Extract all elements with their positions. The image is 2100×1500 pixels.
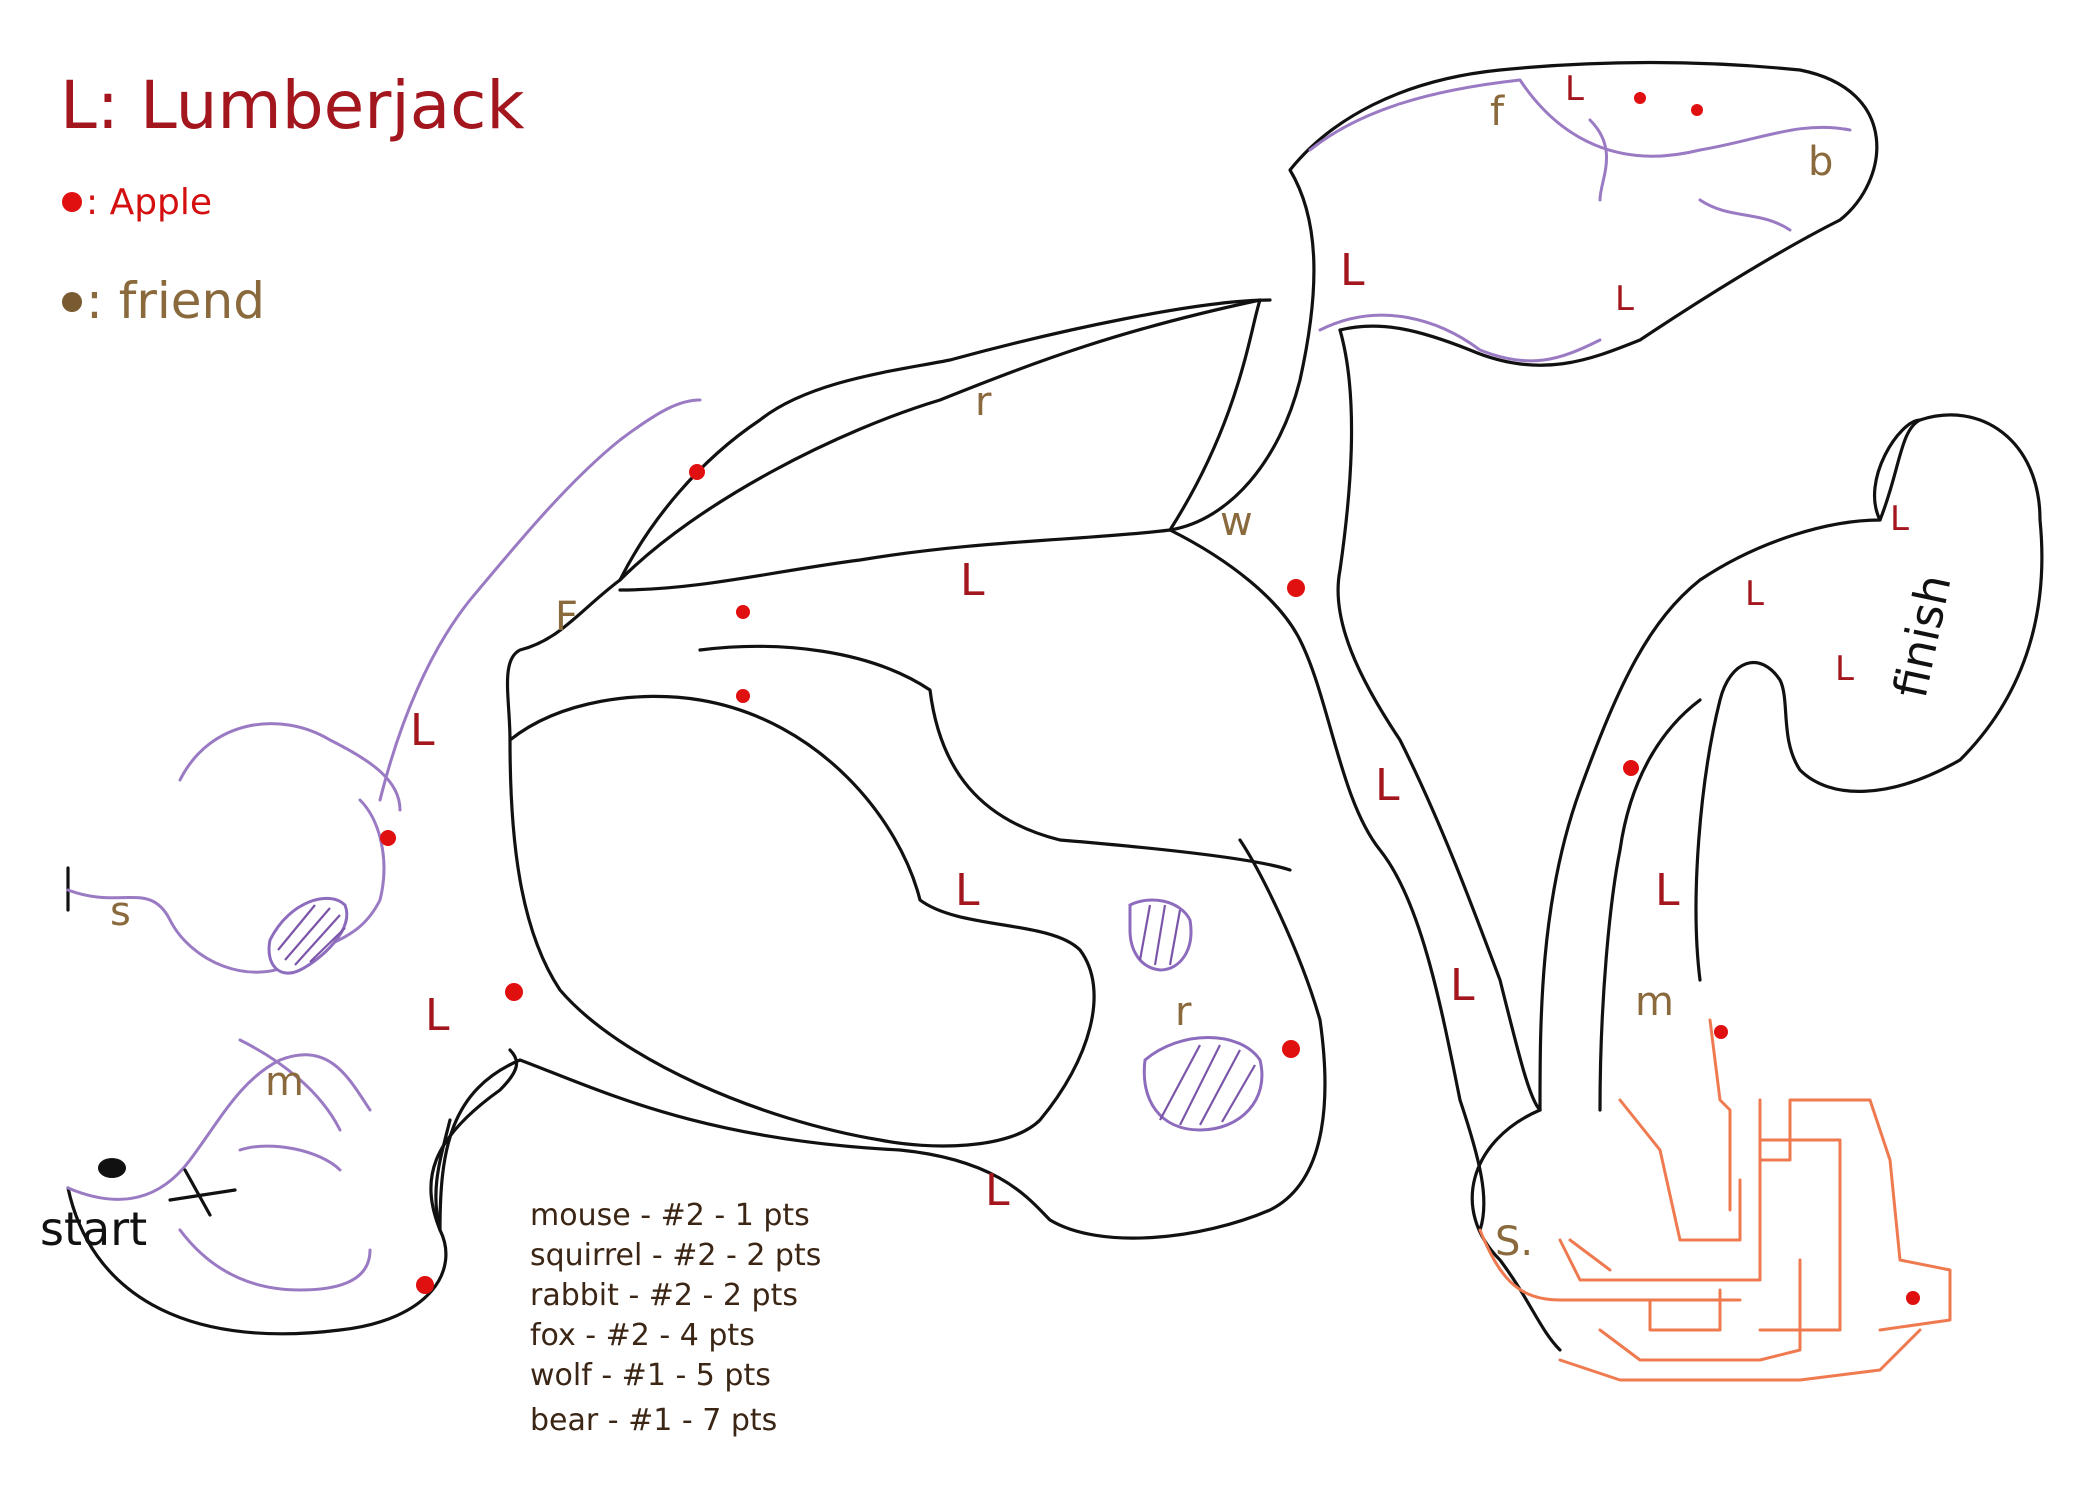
legend-apple-icon (62, 192, 82, 212)
score-mouse: mouse - #2 - 1 pts (530, 1198, 810, 1233)
lumberjack-5: L (985, 1165, 1010, 1216)
start-label: start (40, 1202, 147, 1256)
score-bear: bear - #1 - 7 pts (530, 1403, 777, 1438)
friend-squirrel: s (110, 889, 131, 935)
friend-fox-left: F (555, 594, 578, 640)
apple-icon (1282, 1040, 1300, 1058)
trail-outlines (66, 60, 2044, 1352)
legend-friend-icon (62, 292, 82, 312)
apple-icon (416, 1276, 434, 1294)
apple-icon (736, 605, 750, 619)
start-hole-icon (98, 1158, 126, 1178)
lumberjack-1: L (410, 705, 435, 756)
apple-icon (1906, 1291, 1920, 1305)
lumberjack-2: L (425, 990, 450, 1041)
score-squirrel: squirrel - #2 - 2 pts (530, 1238, 821, 1273)
lumberjack-14: L (1890, 499, 1909, 539)
purple-trails (66, 78, 1852, 1292)
apple-icon (380, 830, 396, 846)
score-fox: fox - #2 - 4 pts (530, 1318, 755, 1353)
legend-lumberjack: L: Lumberjack (60, 67, 525, 144)
score-wolf: wolf - #1 - 5 pts (530, 1358, 771, 1393)
lumberjack-4: L (955, 865, 980, 916)
lumberjack-12: L (1745, 574, 1764, 614)
apples (380, 92, 1920, 1305)
lumberjack-6: L (1340, 245, 1365, 296)
orange-maze (1478, 1018, 1952, 1382)
lumberjacks: L L L L L L L L L L L L L L (410, 69, 1909, 1216)
apple-icon (1691, 104, 1703, 116)
friend-mouse-left: m (265, 1059, 304, 1105)
lumberjack-11: L (1655, 865, 1680, 916)
lumberjack-8: L (1450, 960, 1475, 1011)
friend-rabbit-top: r (975, 379, 992, 425)
friend-rabbit-right: r (1175, 989, 1192, 1035)
friend-mouse-right: m (1635, 979, 1674, 1025)
lumberjack-3: L (960, 555, 985, 606)
apple-icon (1623, 760, 1639, 776)
hatched-obstacles (267, 896, 1264, 1132)
score-list: mouse - #2 - 1 pts squirrel - #2 - 2 pts… (530, 1198, 821, 1438)
score-rabbit: rabbit - #2 - 2 pts (530, 1278, 798, 1313)
legend-apple: : Apple (86, 182, 212, 223)
lumberjack-7: L (1375, 760, 1400, 811)
apple-icon (1287, 579, 1305, 597)
apple-icon (1714, 1025, 1728, 1039)
finish-label: finish (1883, 570, 1962, 703)
friends: f r w F s m r m S. b (110, 89, 1833, 1265)
apple-icon (736, 689, 750, 703)
start-finish: start finish (40, 570, 1962, 1256)
lumberjack-10: L (1615, 279, 1634, 319)
legend-friend: : friend (86, 272, 265, 330)
apple-icon (689, 464, 705, 480)
lumberjack-9: L (1565, 69, 1584, 109)
friend-fox-top: f (1490, 89, 1505, 135)
apple-icon (505, 983, 523, 1001)
lumberjack-13: L (1835, 649, 1854, 689)
friend-wolf: w (1220, 499, 1253, 545)
legend: L: Lumberjack : Apple : friend (60, 67, 525, 330)
friend-bear: b (1808, 139, 1833, 185)
friend-squirrel-right: S. (1495, 1219, 1533, 1265)
apple-icon (1634, 92, 1646, 104)
